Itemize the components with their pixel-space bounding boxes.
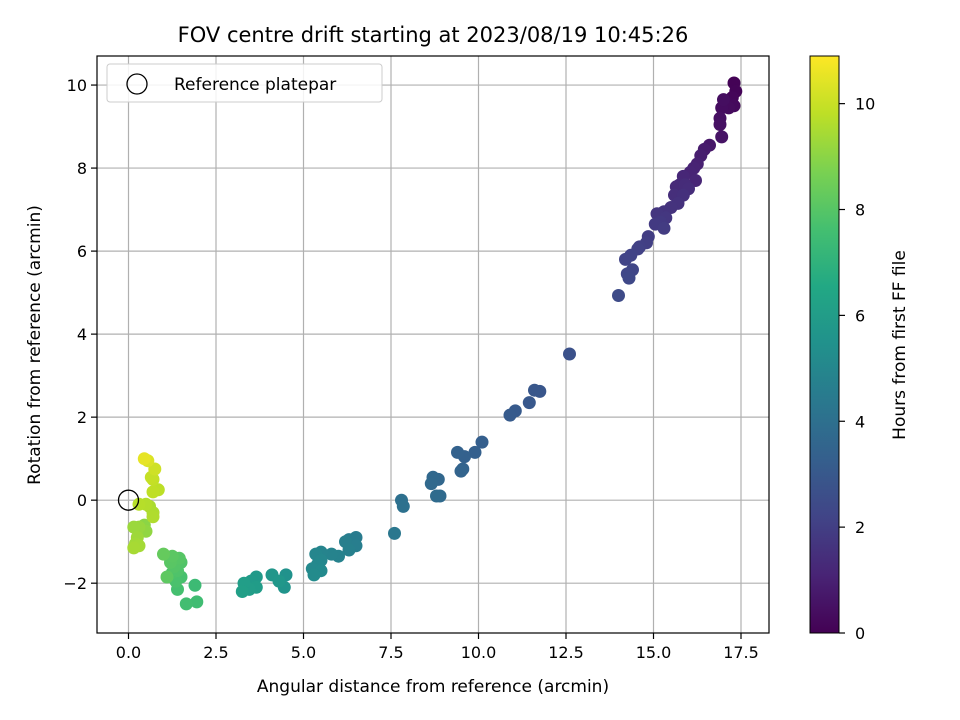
chart-title: FOV centre drift starting at 2023/08/19 … — [178, 23, 689, 47]
data-point — [127, 520, 141, 534]
data-point — [468, 445, 482, 459]
colorbar-label: Hours from first FF file — [890, 250, 910, 440]
data-point — [146, 485, 160, 499]
colorbar-tick-label: 0 — [855, 624, 865, 643]
y-tick-label: 2 — [77, 408, 87, 427]
data-points — [117, 76, 743, 611]
data-point — [342, 543, 356, 557]
plot-frame — [96, 55, 770, 634]
colorbar-gradient — [809, 55, 840, 634]
y-tick-label: 4 — [77, 325, 87, 344]
data-point — [307, 568, 321, 582]
data-point — [396, 499, 410, 513]
x-axis-ticks: 0.0 2.5 5.0 7.5 10.0 12.5 15.0 17.5 — [116, 633, 759, 662]
colorbar-ticks: 0 2 4 6 8 10 — [839, 95, 875, 643]
y-tick-label: 0 — [77, 491, 87, 510]
legend-label-reference: Reference platepar — [174, 75, 336, 95]
data-point — [657, 221, 671, 235]
x-tick-label: 10.0 — [461, 643, 497, 662]
y-tick-label: −2 — [63, 574, 87, 593]
data-point — [272, 574, 286, 588]
data-point — [528, 383, 541, 397]
data-point — [388, 526, 401, 540]
y-axis-ticks: −2 0 2 4 6 8 10 — [63, 76, 97, 593]
y-tick-label: 8 — [77, 159, 87, 178]
data-point — [522, 396, 536, 410]
data-point — [563, 347, 576, 361]
data-point — [713, 118, 727, 131]
reference-platepar-marker — [117, 489, 140, 511]
data-point — [188, 578, 202, 592]
x-tick-label: 15.0 — [636, 643, 672, 662]
data-point — [137, 452, 151, 466]
data-point — [454, 464, 468, 478]
x-tick-label: 2.5 — [203, 643, 228, 662]
data-point — [127, 541, 141, 555]
data-point — [179, 597, 193, 611]
data-point — [157, 547, 170, 561]
data-point — [622, 271, 636, 285]
data-point — [619, 252, 632, 266]
data-point — [451, 445, 464, 459]
colorbar-tick-label: 6 — [855, 306, 865, 325]
data-point — [475, 435, 489, 449]
x-tick-label: 0.0 — [116, 643, 141, 662]
y-axis-label: Rotation from reference (arcmin) — [25, 205, 45, 485]
data-point — [612, 289, 625, 302]
data-point — [146, 510, 160, 524]
y-tick-label: 6 — [77, 242, 87, 261]
y-tick-label: 10 — [67, 76, 87, 95]
colorbar: 0 2 4 6 8 10 Hours from first FF file — [809, 55, 910, 643]
x-tick-label: 17.5 — [723, 643, 759, 662]
data-point — [235, 585, 249, 598]
data-point — [503, 408, 517, 422]
colorbar-tick-label: 10 — [855, 95, 875, 114]
data-point — [160, 570, 174, 584]
data-point — [430, 489, 443, 503]
legend-box — [106, 63, 383, 103]
x-tick-label: 7.5 — [378, 643, 403, 662]
data-point — [715, 130, 729, 144]
colorbar-tick-label: 4 — [855, 412, 865, 431]
x-tick-label: 12.5 — [548, 643, 584, 662]
legend: Reference platepar — [106, 63, 383, 103]
grid-lines — [97, 56, 769, 633]
x-axis-label: Angular distance from reference (arcmin) — [257, 677, 609, 697]
data-point — [717, 93, 730, 107]
data-point — [325, 547, 338, 561]
legend-marker-reference — [126, 73, 148, 95]
x-tick-label: 5.0 — [291, 643, 316, 662]
colorbar-tick-label: 2 — [855, 518, 865, 537]
data-point — [424, 477, 438, 491]
colorbar-tick-label: 8 — [855, 201, 865, 220]
data-point — [190, 595, 204, 609]
